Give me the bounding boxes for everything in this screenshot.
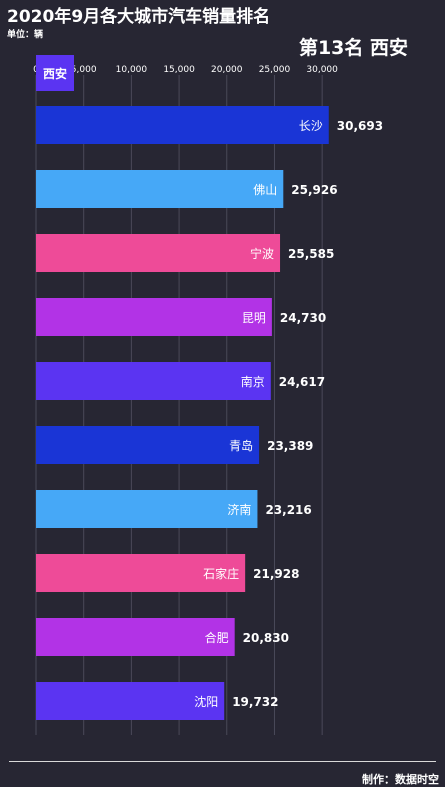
highlight-bar-label: 西安 xyxy=(43,66,67,81)
bar xyxy=(36,426,260,464)
bar xyxy=(36,554,246,592)
bar-category-label: 沈阳 xyxy=(194,694,218,709)
bar xyxy=(36,234,281,272)
bar-category-label: 长沙 xyxy=(299,119,323,133)
x-tick-label: 30,000 xyxy=(306,65,338,75)
bar xyxy=(36,618,235,656)
bar xyxy=(36,490,258,528)
bar-value-label: 24,730 xyxy=(280,311,326,325)
bar-value-label: 20,830 xyxy=(243,631,289,645)
bar-value-label: 25,585 xyxy=(288,247,334,261)
bar-category-label: 佛山 xyxy=(253,183,277,197)
bar-category-label: 青岛 xyxy=(229,438,253,453)
bar xyxy=(36,106,329,144)
bar-value-label: 21,928 xyxy=(253,567,299,581)
x-tick-label: 5,000 xyxy=(71,65,97,75)
x-tick-label: 25,000 xyxy=(259,65,291,75)
x-tick-label: 10,000 xyxy=(116,65,148,75)
highlight-bar xyxy=(36,55,74,91)
bar-category-label: 合肥 xyxy=(205,630,229,645)
bar-value-label: 19,732 xyxy=(232,695,278,709)
bar-category-label: 南京 xyxy=(241,374,265,389)
chart-title: 2020年9月各大城市汽车销量排名 xyxy=(7,7,271,27)
unit-label: 单位：辆 xyxy=(7,30,44,40)
bar-category-label: 宁波 xyxy=(250,246,274,261)
bar xyxy=(36,170,284,208)
bar-category-label: 石家庄 xyxy=(203,566,239,581)
bar xyxy=(36,682,225,720)
credit-label: 制作：数据时空 xyxy=(362,773,439,786)
bars: 长沙 30,693 佛山 25,926 宁波 25,585 昆明 24,730 南京 24,617… xyxy=(36,106,383,720)
bar-category-label: 济南 xyxy=(227,502,251,517)
bar-value-label: 25,926 xyxy=(291,183,337,197)
x-tick-label: 20,000 xyxy=(211,65,243,75)
footer-divider xyxy=(9,761,436,762)
highlight-bar-group: 西安 xyxy=(36,55,74,91)
x-tick-label: 15,000 xyxy=(163,65,195,75)
rank-label: 第13名 西安 xyxy=(298,37,408,59)
bar-value-label: 23,216 xyxy=(265,503,311,517)
bar xyxy=(36,362,271,400)
bar-value-label: 23,389 xyxy=(267,439,313,453)
bar-value-label: 30,693 xyxy=(337,119,383,133)
bar-value-label: 24,617 xyxy=(279,375,325,389)
bar-category-label: 昆明 xyxy=(242,311,266,325)
bar xyxy=(36,298,272,336)
